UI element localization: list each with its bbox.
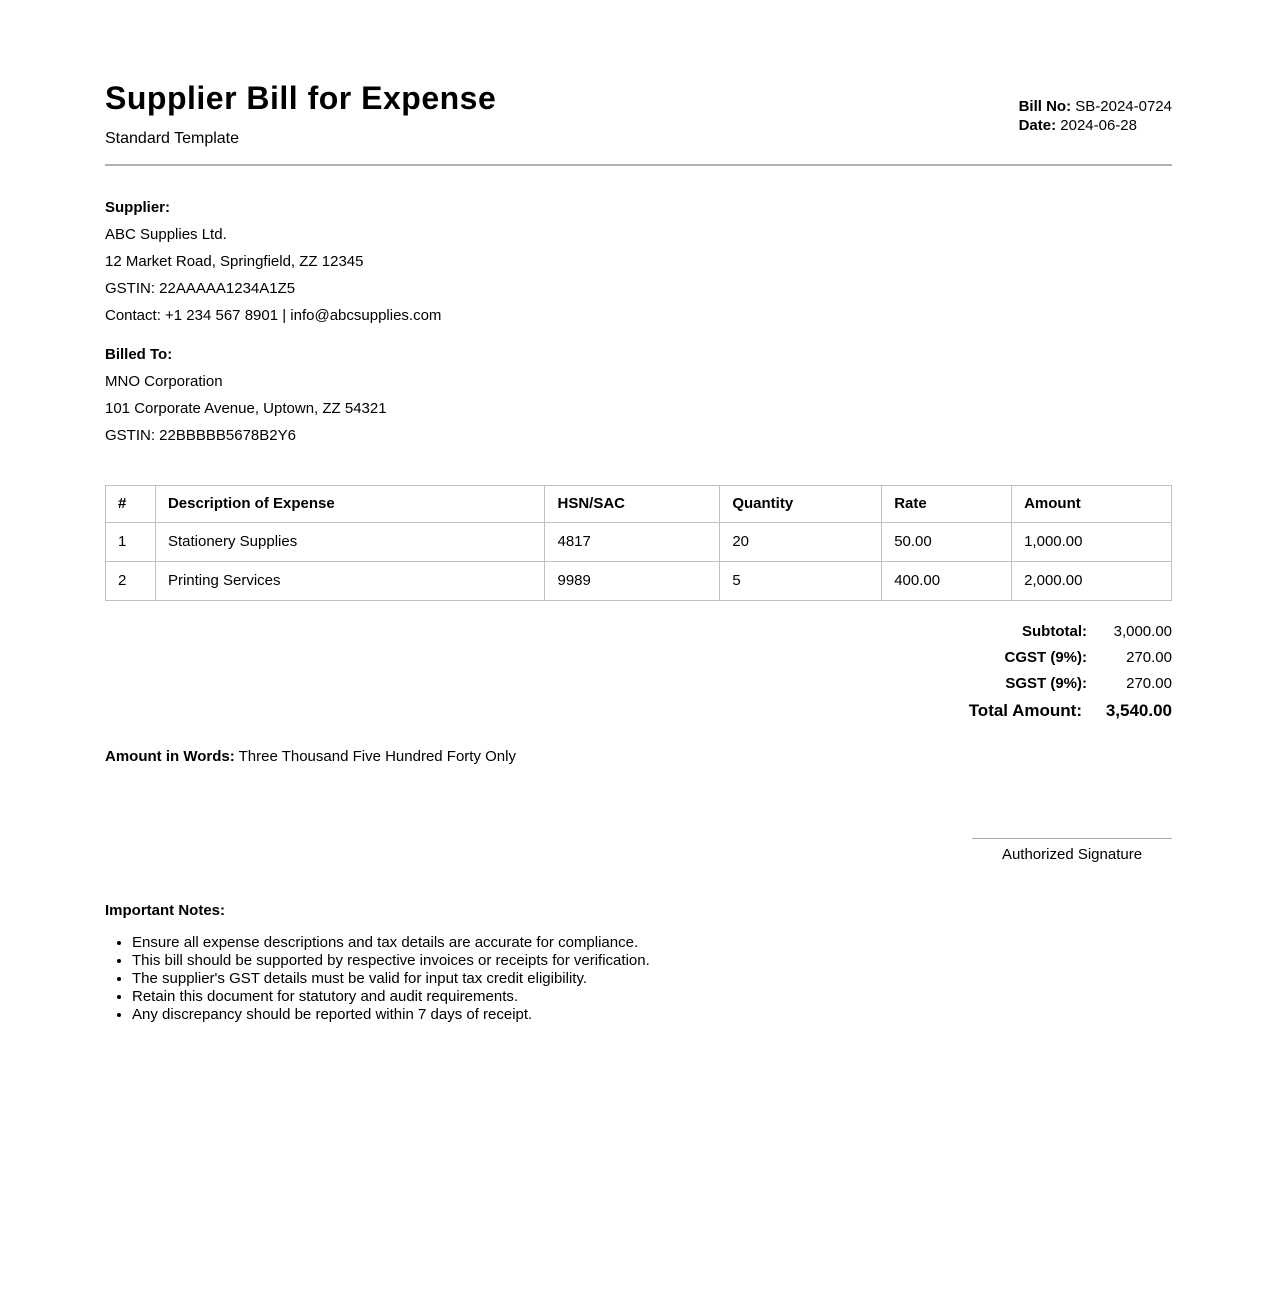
- totals-section: Subtotal: 3,000.00 CGST (9%): 270.00 SGS…: [105, 619, 1172, 725]
- template-subtitle: Standard Template: [105, 130, 240, 147]
- sgst-value: 270.00: [1126, 675, 1172, 692]
- table-header-row: # Description of Expense HSN/SAC Quantit…: [105, 485, 1172, 523]
- supplier-section: Supplier: ABC Supplies Ltd. 12 Market Ro…: [105, 194, 1172, 329]
- note-item: Ensure all expense descriptions and tax …: [132, 934, 1172, 952]
- billed-to-address: 101 Corporate Avenue, Uptown, ZZ 54321: [105, 400, 387, 417]
- sgst-label: SGST (9%):: [1005, 675, 1087, 692]
- amount-in-words-label: Amount in Words:: [105, 748, 235, 765]
- authorized-signature-label: Authorized Signature: [1001, 846, 1143, 863]
- header-divider: [105, 164, 1172, 166]
- cell-description: Stationery Supplies: [154, 522, 546, 562]
- total-amount-label: Total Amount:: [968, 701, 1082, 720]
- cell-amount: 1,000.00: [1011, 522, 1172, 562]
- billed-to-heading: Billed To:: [105, 346, 173, 363]
- bill-meta: Bill No: SB-2024-0724 Date: 2024-06-28: [1019, 97, 1172, 135]
- important-notes-section: Important Notes: Ensure all expense desc…: [105, 902, 1172, 1024]
- supplier-gstin: GSTIN: 22AAAAA1234A1Z5: [105, 280, 296, 297]
- document-header: Supplier Bill for Expense Standard Templ…: [105, 80, 1172, 148]
- col-header-description: Description of Expense: [154, 485, 546, 523]
- authorized-signature-block: Authorized Signature: [972, 838, 1172, 864]
- cgst-label: CGST (9%):: [1004, 649, 1088, 666]
- cell-description: Printing Services: [154, 561, 546, 601]
- supplier-address: 12 Market Road, Springfield, ZZ 12345: [105, 253, 364, 270]
- amount-in-words-text: Three Thousand Five Hundred Forty Only: [238, 748, 516, 765]
- supplier-heading: Supplier:: [105, 199, 171, 216]
- col-header-hsn-sac: HSN/SAC: [544, 485, 721, 523]
- cgst-value: 270.00: [1126, 649, 1172, 666]
- cell-index: 2: [105, 561, 156, 601]
- table-row: 2 Printing Services 9989 5 400.00 2,000.…: [105, 561, 1172, 601]
- subtotal-value: 3,000.00: [1113, 623, 1172, 640]
- subtotal-label: Subtotal:: [1022, 623, 1087, 640]
- supplier-contact: Contact: +1 234 567 8901 | info@abcsuppl…: [105, 307, 442, 324]
- bill-date-label: Date:: [1018, 117, 1057, 134]
- table-row: 1 Stationery Supplies 4817 20 50.00 1,00…: [105, 522, 1172, 562]
- bill-document: Supplier Bill for Expense Standard Templ…: [105, 0, 1172, 1024]
- note-item: Any discrepancy should be reported withi…: [132, 1006, 1172, 1024]
- note-item: The supplier's GST details must be valid…: [132, 970, 1172, 988]
- page-title: Supplier Bill for Expense: [105, 80, 497, 116]
- cell-index: 1: [105, 522, 156, 562]
- bill-date-line: Date: 2024-06-28: [1019, 116, 1172, 135]
- cell-hsn-sac: 4817: [544, 522, 721, 562]
- cell-hsn-sac: 9989: [544, 561, 721, 601]
- cell-quantity: 5: [719, 561, 883, 601]
- bill-number-value: SB-2024-0724: [1075, 98, 1172, 115]
- total-amount-value: 3,540.00: [1105, 701, 1172, 720]
- note-item: This bill should be supported by respect…: [132, 952, 1172, 970]
- col-header-rate: Rate: [881, 485, 1013, 523]
- note-item: Retain this document for statutory and a…: [132, 988, 1172, 1006]
- cell-rate: 400.00: [881, 561, 1013, 601]
- supplier-name: ABC Supplies Ltd.: [105, 226, 227, 243]
- important-notes-heading: Important Notes:: [105, 902, 225, 919]
- col-header-index: #: [105, 485, 156, 523]
- amount-in-words-line: Amount in Words: Three Thousand Five Hun…: [105, 747, 1172, 766]
- cgst-row: CGST (9%): 270.00: [105, 645, 1173, 671]
- title-block: Supplier Bill for Expense Standard Templ…: [105, 80, 496, 148]
- sgst-row: SGST (9%): 270.00: [105, 671, 1172, 697]
- expense-items-table: # Description of Expense HSN/SAC Quantit…: [105, 485, 1172, 601]
- col-header-quantity: Quantity: [719, 485, 883, 523]
- bill-number-line: Bill No: SB-2024-0724: [1019, 97, 1172, 116]
- cell-quantity: 20: [719, 522, 883, 562]
- cell-amount: 2,000.00: [1011, 561, 1172, 601]
- important-notes-list: Ensure all expense descriptions and tax …: [105, 934, 1172, 1024]
- billed-to-name: MNO Corporation: [105, 373, 223, 390]
- billed-to-section: Billed To: MNO Corporation 101 Corporate…: [105, 341, 1172, 449]
- cell-rate: 50.00: [881, 522, 1013, 562]
- subtotal-row: Subtotal: 3,000.00: [105, 619, 1172, 645]
- bill-date-value: 2024-06-28: [1060, 117, 1137, 134]
- bill-number-label: Bill No:: [1018, 98, 1072, 115]
- col-header-amount: Amount: [1011, 485, 1172, 523]
- total-amount-row: Total Amount: 3,540.00: [105, 697, 1172, 725]
- billed-to-gstin: GSTIN: 22BBBBB5678B2Y6: [105, 427, 296, 444]
